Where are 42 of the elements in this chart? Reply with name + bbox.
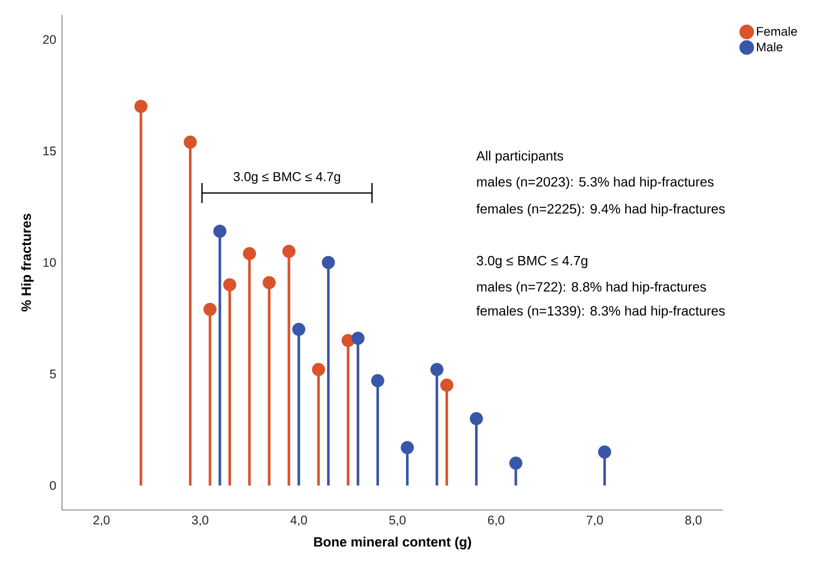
x-tick-label: 2,0: [93, 516, 110, 526]
point: [223, 278, 236, 292]
legend-label: Female: [757, 26, 797, 36]
annotation: females (n=1339): 8.3% had hip-fractures: [476, 306, 725, 318]
annotation: 3.0g ≤ BMC ≤ 4.7g: [476, 256, 588, 268]
y-tick-label: 20: [43, 35, 56, 44]
x-tick-label: 3,0: [192, 516, 208, 526]
point: [203, 302, 217, 316]
point: [213, 224, 226, 238]
point: [242, 247, 256, 260]
x-axis-title: Bone mineral content (g): [314, 536, 472, 550]
point: [292, 322, 306, 336]
x-tick-label: 8,0: [685, 516, 702, 526]
point: [371, 374, 384, 388]
x-tick-label: 7,0: [586, 516, 603, 526]
x-tick-label: 5,0: [389, 516, 406, 526]
annotation: females (n=2225): 9.4% had hip-fractures: [476, 204, 725, 216]
point: [470, 412, 483, 426]
point: [430, 362, 444, 376]
x-tick-label: 6,0: [488, 516, 504, 526]
point: [134, 100, 148, 113]
point: [282, 244, 296, 258]
y-tick-label: 0: [50, 481, 56, 490]
point: [440, 378, 454, 392]
annotation: All participants: [476, 150, 564, 164]
legend-label: Male: [757, 42, 782, 52]
annotation: males (n=722): 8.8% had hip-fractures: [477, 282, 706, 294]
point: [312, 362, 326, 376]
y-tick-label: 10: [43, 258, 56, 267]
point: [351, 332, 365, 345]
annotation: 3.0g ≤ BMC ≤ 4.7g: [234, 172, 340, 184]
y-tick-label: 5: [50, 370, 56, 378]
point: [184, 136, 197, 149]
point: [598, 445, 612, 459]
point: [400, 441, 414, 454]
y-axis-title: % Hip fractures: [21, 214, 34, 312]
annotation: males (n=2023): 5.3% had hip-fractures: [477, 176, 714, 190]
point: [509, 456, 522, 470]
point: [262, 276, 276, 290]
point: [322, 256, 335, 270]
y-tick-label: 15: [43, 146, 56, 156]
x-tick-label: 4,0: [290, 516, 307, 526]
